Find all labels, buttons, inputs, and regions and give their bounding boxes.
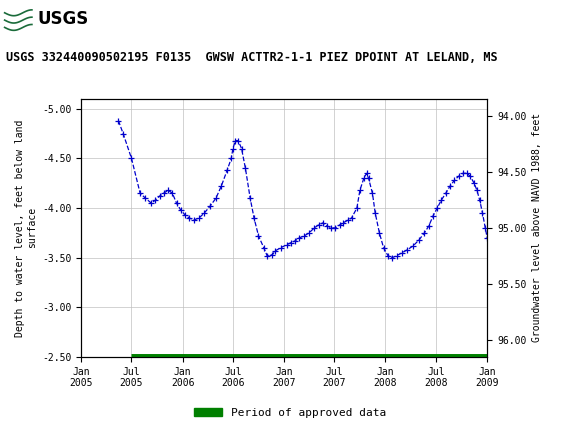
- Y-axis label: Depth to water level, feet below land
surface: Depth to water level, feet below land su…: [15, 119, 37, 337]
- Y-axis label: Groundwater level above NAVD 1988, feet: Groundwater level above NAVD 1988, feet: [532, 114, 542, 342]
- Text: USGS: USGS: [38, 10, 89, 28]
- Legend: Period of approved data: Period of approved data: [190, 403, 390, 422]
- Text: USGS 332440090502195 F0135  GWSW ACTTR2-1-1 PIEZ DPOINT AT LELAND, MS: USGS 332440090502195 F0135 GWSW ACTTR2-1…: [6, 51, 498, 64]
